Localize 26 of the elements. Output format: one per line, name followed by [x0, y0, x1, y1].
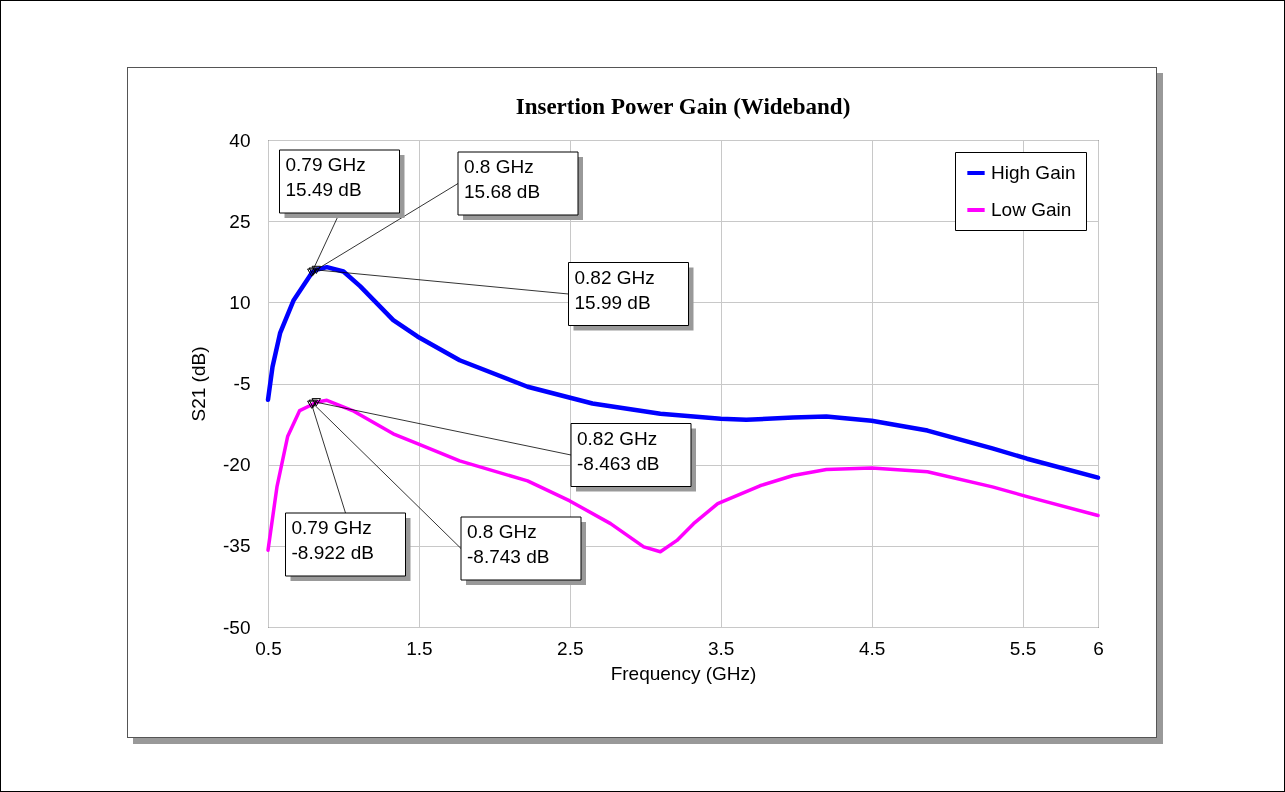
- legend-label: High Gain: [991, 162, 1076, 183]
- y-tick-label: -5: [233, 373, 251, 394]
- y-tick-label: -20: [223, 454, 251, 476]
- annotation: 0.82 GHz -8.463 dB: [577, 427, 660, 474]
- y-tick-label: -35: [223, 535, 251, 557]
- chart-title: Insertion Power Gain (Wideband): [515, 94, 851, 119]
- annotation: 0.79 GHz -8.922 dB: [291, 517, 374, 563]
- annotation: 0.8 GHz 15.68 dB: [464, 156, 541, 202]
- x-tick-label: 0.5: [255, 637, 282, 659]
- y-tick-label: 40: [229, 129, 251, 151]
- y-tick-label: -50: [223, 616, 251, 638]
- y-tick-label: 10: [229, 291, 251, 313]
- line-series: [265, 264, 1101, 480]
- y-axis-title: S21 (dB): [188, 346, 210, 422]
- annotation: 0.8 GHz -8.743 dB: [467, 521, 550, 567]
- legend-label: Low Gain: [991, 199, 1072, 220]
- y-tick-label: 25: [229, 210, 251, 232]
- x-axis-title: Frequency (GHz): [610, 662, 757, 684]
- x-tick-label: 4.5: [858, 637, 886, 659]
- annotation: 0.82 GHz 15.99 dB: [574, 266, 655, 313]
- x-tick-label: 2.5: [557, 637, 584, 659]
- x-tick-label: 5.5: [1009, 637, 1037, 659]
- x-tick-label: 1.5: [406, 637, 433, 659]
- x-tick-label: 6: [1093, 637, 1104, 659]
- x-tick-label: 3.5: [708, 637, 735, 659]
- annotation: 0.79 GHz 15.49 dB: [285, 154, 366, 200]
